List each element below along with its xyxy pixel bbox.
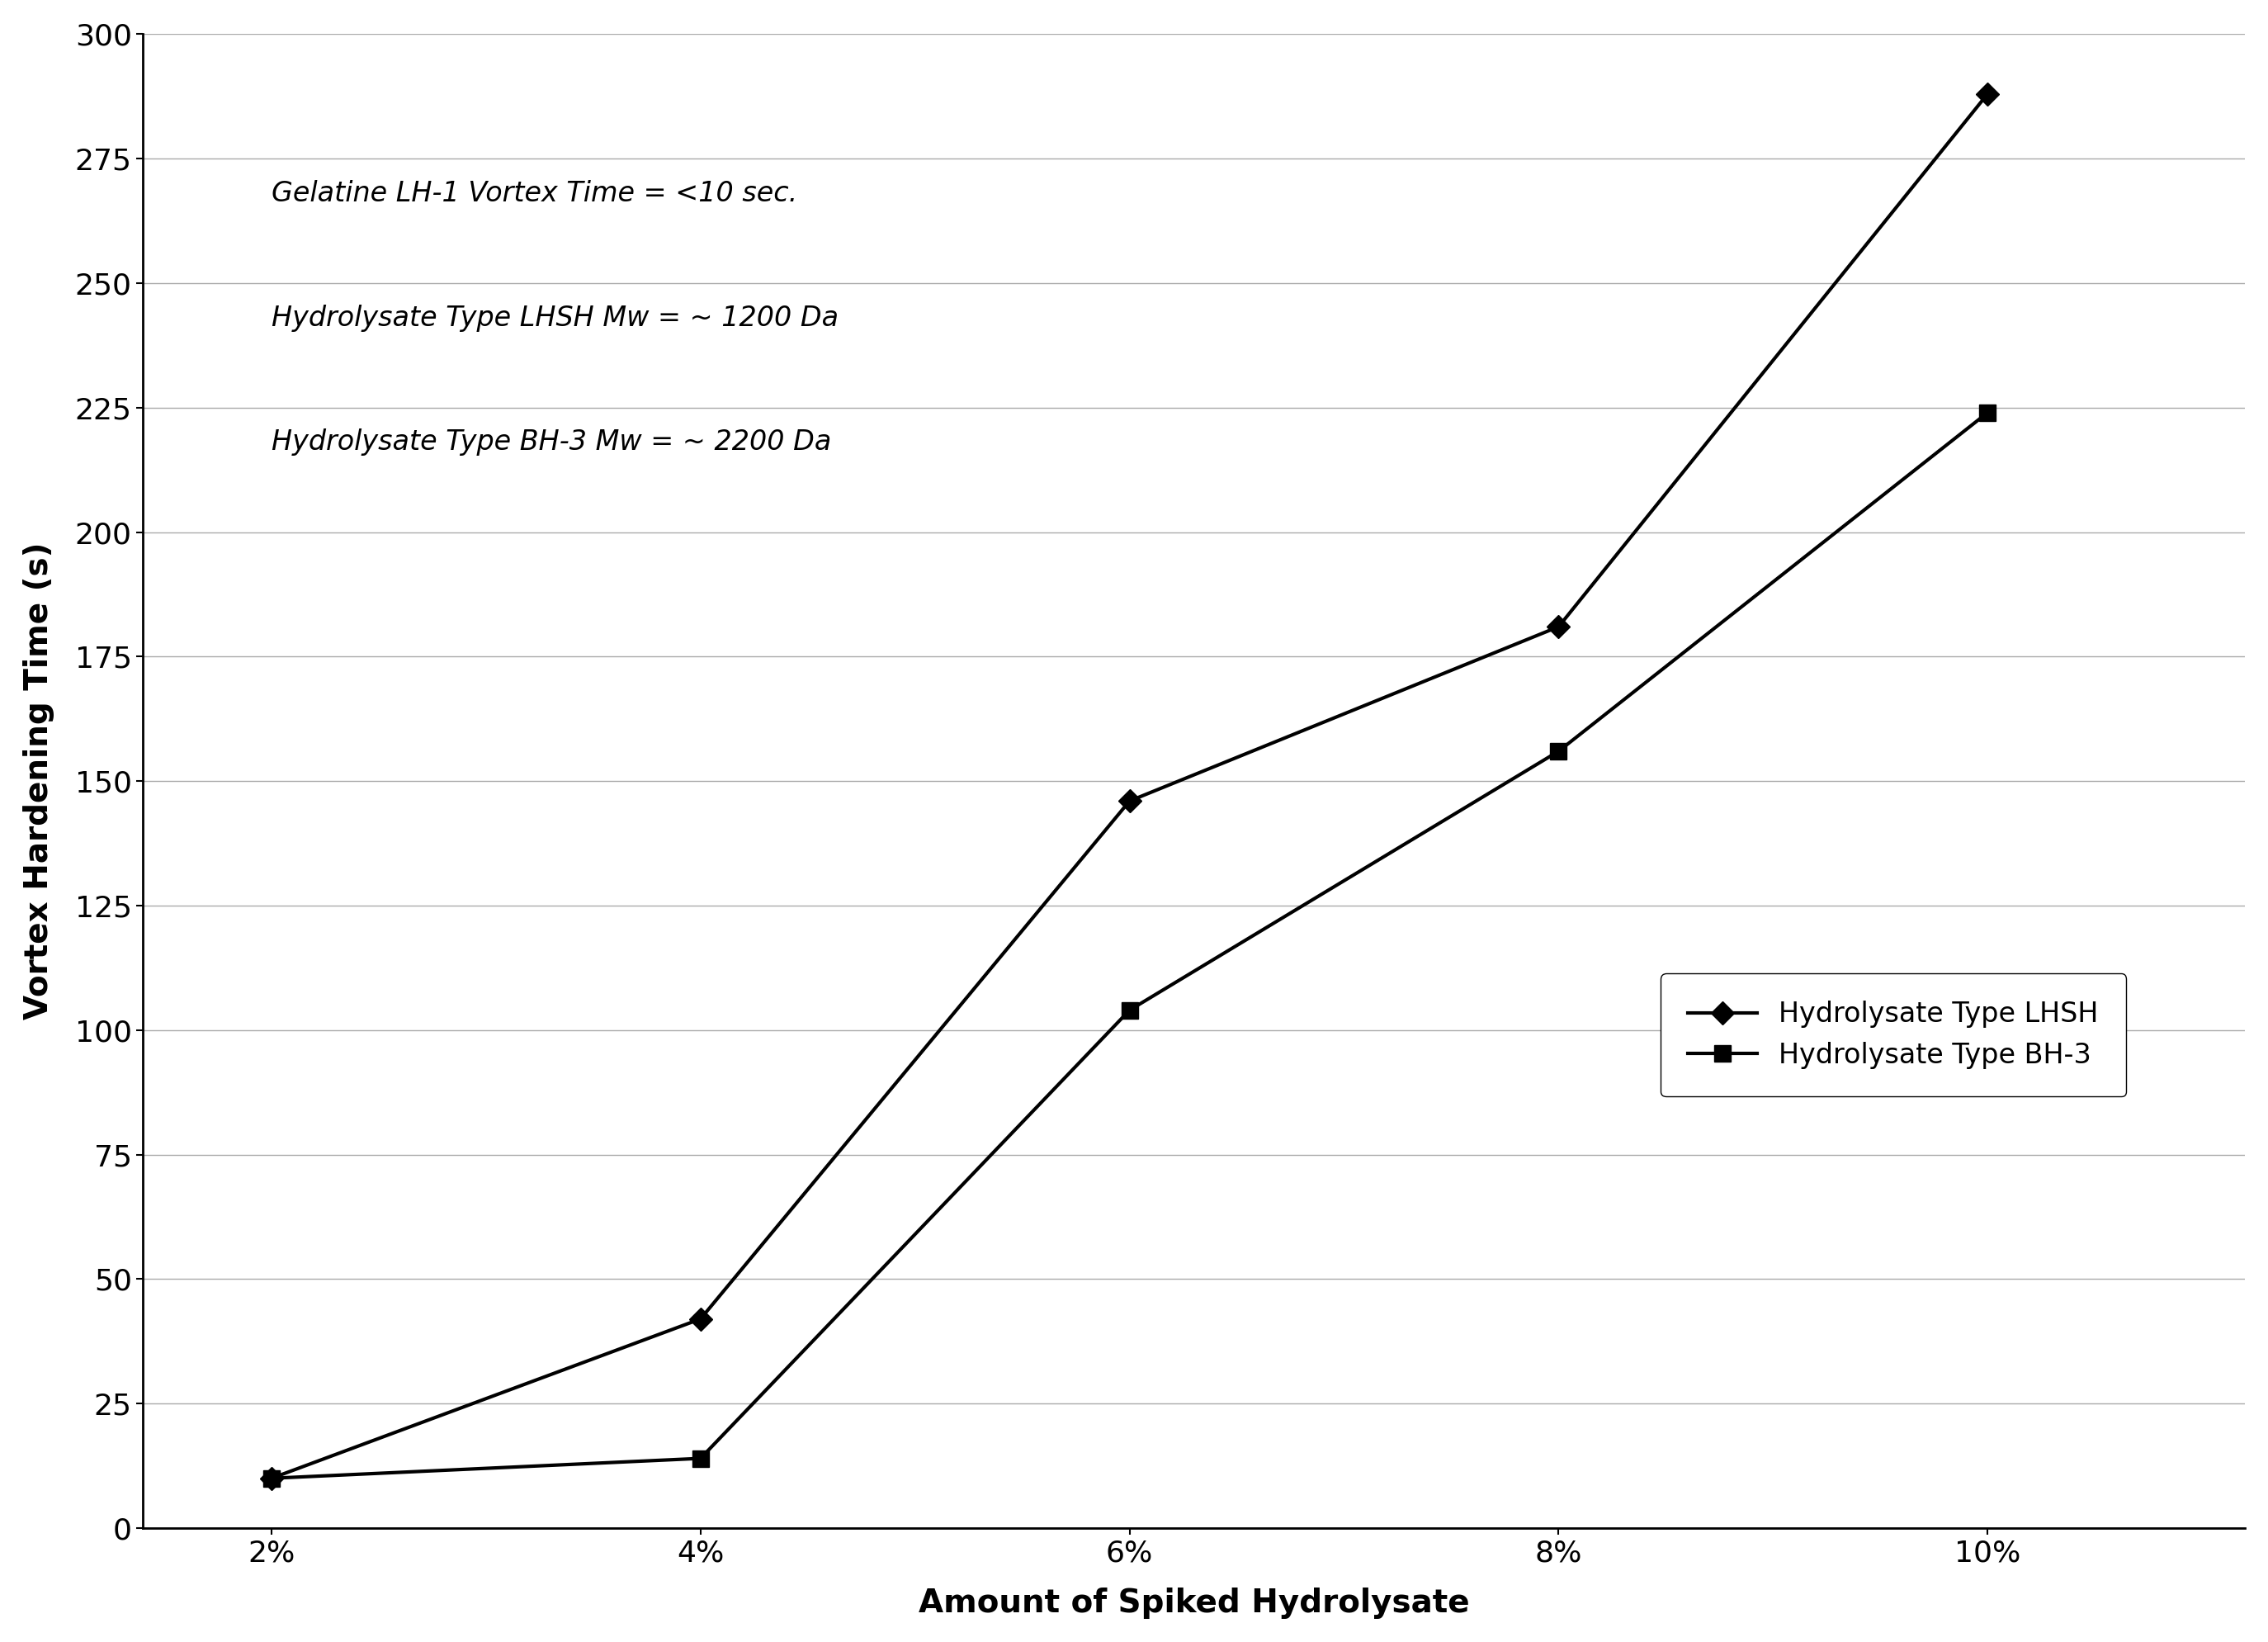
Hydrolysate Type LHSH <box>687 1309 714 1328</box>
X-axis label: Amount of Spiked Hydrolysate: Amount of Spiked Hydrolysate <box>919 1588 1470 1619</box>
Legend: Hydrolysate Type LHSH, Hydrolysate Type BH-3: Hydrolysate Type LHSH, Hydrolysate Type … <box>1660 974 2125 1097</box>
Line: Hydrolysate Type BH-3: Hydrolysate Type BH-3 <box>263 404 1996 1486</box>
Hydrolysate Type LHSH <box>1973 84 2000 103</box>
Line: Hydrolysate Type LHSH: Hydrolysate Type LHSH <box>263 85 1996 1486</box>
Text: Gelatine LH-1 Vortex Time = <10 sec.: Gelatine LH-1 Vortex Time = <10 sec. <box>272 181 798 207</box>
Text: Hydrolysate Type LHSH Mw = ~ 1200 Da: Hydrolysate Type LHSH Mw = ~ 1200 Da <box>272 304 839 332</box>
Hydrolysate Type LHSH <box>259 1468 286 1488</box>
Y-axis label: Vortex Hardening Time (s): Vortex Hardening Time (s) <box>23 542 54 1020</box>
Hydrolysate Type BH-3 <box>259 1468 286 1488</box>
Hydrolysate Type LHSH <box>1545 617 1572 637</box>
Text: Hydrolysate Type BH-3 Mw = ~ 2200 Da: Hydrolysate Type BH-3 Mw = ~ 2200 Da <box>272 429 832 456</box>
Hydrolysate Type BH-3 <box>1545 741 1572 760</box>
Hydrolysate Type BH-3 <box>1973 402 2000 422</box>
Hydrolysate Type LHSH <box>1116 791 1143 811</box>
Hydrolysate Type BH-3 <box>687 1448 714 1468</box>
Hydrolysate Type BH-3 <box>1116 1000 1143 1020</box>
